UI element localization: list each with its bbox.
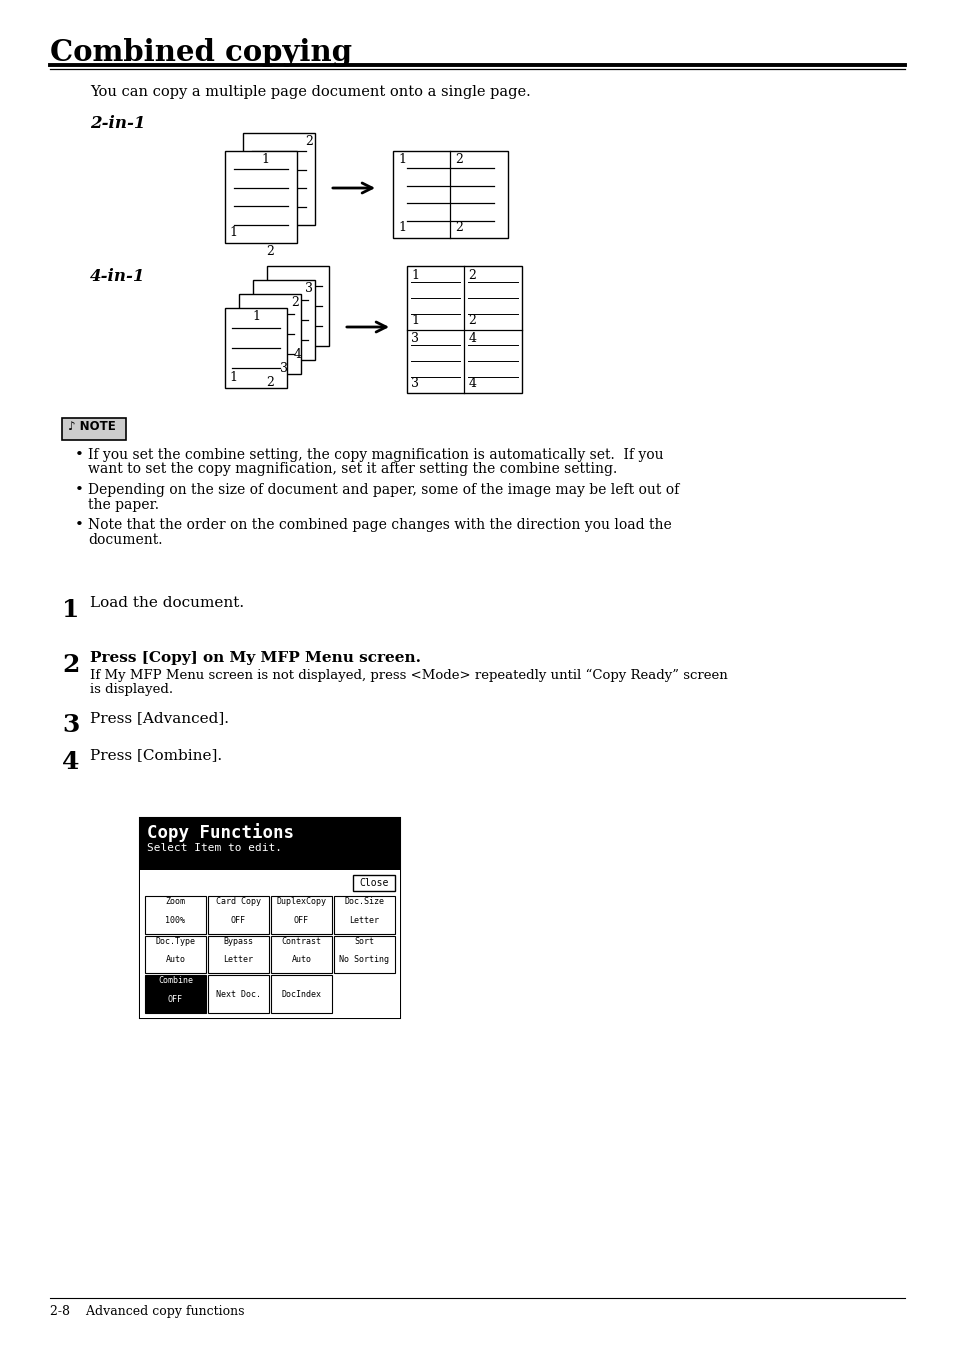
Text: Zoom: Zoom	[165, 896, 185, 906]
Text: You can copy a multiple page document onto a single page.: You can copy a multiple page document on…	[90, 85, 530, 98]
Bar	[393, 151, 507, 239]
Text: Letter: Letter	[223, 956, 253, 965]
Text: 3: 3	[280, 363, 288, 375]
Text: 2: 2	[455, 221, 463, 235]
Text: If My MFP Menu screen is not displayed, press <Mode> repeatedly until “Copy Read: If My MFP Menu screen is not displayed, …	[90, 669, 727, 682]
Text: document.: document.	[88, 532, 162, 546]
Text: Combined copying: Combined copying	[50, 38, 352, 67]
Text: 2: 2	[62, 652, 79, 677]
Text: Close: Close	[359, 878, 388, 888]
Text: 4: 4	[62, 749, 79, 774]
Bar	[208, 936, 269, 973]
Text: 2: 2	[468, 270, 476, 282]
Text: 1: 1	[261, 154, 269, 166]
Text: the paper.: the paper.	[88, 497, 159, 511]
Text: 2: 2	[455, 154, 463, 166]
Text: No Sorting: No Sorting	[339, 956, 389, 965]
Text: 4: 4	[468, 377, 476, 390]
Text: DuplexCopy: DuplexCopy	[276, 896, 326, 906]
Text: Letter: Letter	[349, 915, 379, 925]
Text: 2: 2	[291, 297, 298, 309]
Text: OFF: OFF	[231, 915, 246, 925]
Bar	[271, 896, 332, 934]
Bar	[145, 896, 206, 934]
Bar	[208, 976, 269, 1012]
Text: OFF: OFF	[168, 995, 183, 1004]
Text: Combine: Combine	[158, 976, 193, 985]
Bar	[334, 896, 395, 934]
Text: want to set the copy magnification, set it after setting the combine setting.: want to set the copy magnification, set …	[88, 462, 617, 476]
Bar	[407, 266, 521, 394]
Text: Doc.Size: Doc.Size	[344, 896, 384, 906]
Text: Next Doc.: Next Doc.	[215, 989, 261, 999]
Text: 100%: 100%	[165, 915, 185, 925]
Text: 1: 1	[252, 310, 260, 324]
Bar	[334, 936, 395, 973]
Text: 4: 4	[294, 348, 302, 361]
Text: 3: 3	[411, 377, 418, 390]
Bar	[353, 875, 395, 891]
Text: 1: 1	[411, 270, 418, 282]
Bar	[271, 976, 332, 1012]
Text: 1: 1	[229, 371, 236, 384]
Bar	[271, 936, 332, 973]
Text: Select Item to edit.: Select Item to edit.	[147, 842, 282, 853]
Text: 1: 1	[397, 154, 406, 166]
Text: 2: 2	[305, 135, 313, 148]
Text: Auto: Auto	[165, 956, 185, 965]
Bar	[267, 266, 329, 346]
Text: 2-8    Advanced copy functions: 2-8 Advanced copy functions	[50, 1305, 244, 1318]
Text: 1: 1	[62, 599, 79, 621]
Bar	[208, 896, 269, 934]
Text: 2: 2	[266, 376, 274, 390]
Bar	[140, 818, 399, 1018]
Text: 1: 1	[411, 314, 418, 326]
Text: 2-in-1: 2-in-1	[90, 115, 146, 132]
Text: Press [Advanced].: Press [Advanced].	[90, 710, 229, 725]
Bar	[243, 133, 314, 225]
Bar	[225, 151, 296, 243]
Text: 4-in-1: 4-in-1	[90, 268, 146, 284]
Text: 3: 3	[305, 282, 313, 295]
Text: Copy Functions: Copy Functions	[147, 824, 294, 842]
Text: Contrast: Contrast	[281, 937, 321, 946]
Text: If you set the combine setting, the copy magnification is automatically set.  If: If you set the combine setting, the copy…	[88, 448, 663, 462]
Text: •: •	[75, 518, 84, 532]
Text: 1: 1	[397, 221, 406, 235]
Text: Press [Copy] on My MFP Menu screen.: Press [Copy] on My MFP Menu screen.	[90, 651, 420, 665]
Text: ♪ NOTE: ♪ NOTE	[68, 421, 115, 433]
Text: 2: 2	[468, 314, 476, 326]
Text: 4: 4	[468, 333, 476, 345]
Text: 3: 3	[411, 333, 418, 345]
Text: Auto: Auto	[292, 956, 312, 965]
Text: Bypass: Bypass	[223, 937, 253, 946]
Text: is displayed.: is displayed.	[90, 683, 172, 696]
Bar	[62, 418, 126, 439]
Text: 3: 3	[62, 713, 79, 737]
Text: •: •	[75, 483, 84, 497]
Text: DocIndex: DocIndex	[281, 989, 321, 999]
Text: OFF: OFF	[294, 915, 309, 925]
Text: Note that the order on the combined page changes with the direction you load the: Note that the order on the combined page…	[88, 518, 671, 532]
Bar	[145, 936, 206, 973]
Bar	[225, 307, 287, 388]
Text: Card Copy: Card Copy	[215, 896, 261, 906]
Text: Press [Combine].: Press [Combine].	[90, 748, 222, 762]
Bar	[253, 280, 314, 360]
Text: •: •	[75, 448, 84, 462]
Text: Load the document.: Load the document.	[90, 596, 244, 611]
Bar	[145, 976, 206, 1012]
Text: Doc.Type: Doc.Type	[155, 937, 195, 946]
Bar	[239, 294, 301, 373]
Text: Depending on the size of document and paper, some of the image may be left out o: Depending on the size of document and pa…	[88, 483, 679, 497]
Bar	[140, 818, 399, 869]
Bar	[140, 869, 399, 1018]
Text: 1: 1	[229, 226, 236, 239]
Text: 2: 2	[266, 245, 274, 257]
Text: Sort: Sort	[355, 937, 375, 946]
